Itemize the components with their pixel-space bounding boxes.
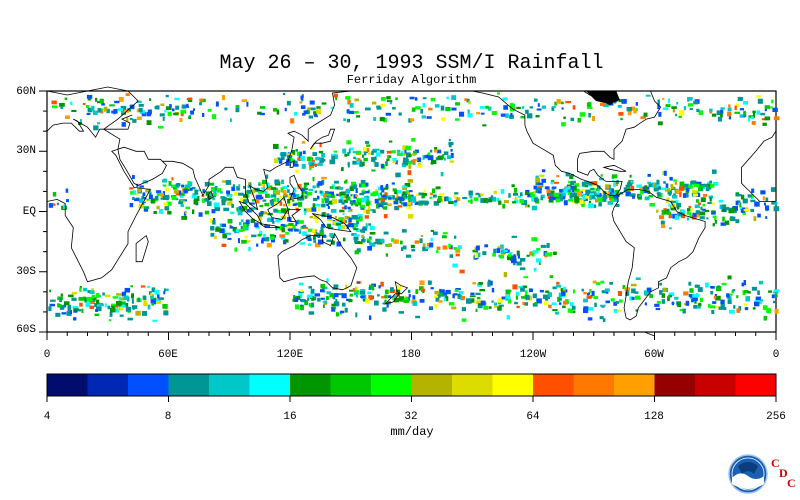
colorbar-swatch [87,374,129,396]
colorbar-tick-label: 8 [164,411,172,423]
axis-ticks [39,90,777,340]
lon-label-0: 0 [43,349,51,361]
coastline [611,189,706,321]
coastline [46,114,133,138]
colorbar-swatch [492,374,534,396]
lon-label-60e: 60E [158,349,178,361]
coastline [117,146,167,186]
coastline [602,164,627,172]
colorbar-swatch [128,374,169,396]
lon-label-120e: 120E [276,349,304,361]
coastline [277,232,358,291]
coastline [287,209,302,222]
colorbar-swatch [47,374,88,396]
coastline [135,234,149,263]
colorbar-swatch [249,374,291,396]
coastline [741,130,777,202]
lat-label-60s: 60S [16,324,36,336]
noaa-logo [728,454,768,494]
chart-subtitle: Ferriday Algorithm [346,73,477,87]
coastline [289,174,303,200]
colorbar-swatch [371,374,412,396]
coastline [383,293,401,305]
coastline [259,223,281,228]
cdc-letter-d: D [779,466,788,480]
colorbar-swatch [735,374,777,396]
colorbar-swatch [533,374,574,396]
lat-label-30s: 30S [16,266,36,278]
coastline [583,90,619,106]
colorbar-tick-label: 4 [43,411,51,423]
coastlines [46,86,777,337]
colorbar-tick-label: 256 [766,411,786,423]
coastline [208,190,214,201]
missing-data-region [586,91,620,104]
colorbar-swatch [695,374,736,396]
colorbar-swatch [573,374,615,396]
coastline [312,213,352,233]
chart-title: May 26 – 30, 1993 SSM/I Rainfall [219,52,604,75]
coastline [394,280,409,295]
colorbar-tick-label: 128 [644,411,664,423]
coastline [309,128,336,150]
colorbar-swatch [614,374,655,396]
cdc-letter-c2: C [787,476,796,490]
colorbar-units: mm/day [390,425,434,439]
colorbar [46,373,777,402]
lat-label-60n: 60N [16,86,36,98]
colorbar-swatch [654,374,696,396]
coastline [162,90,351,211]
coastline [289,160,295,168]
lon-label-180: 180 [401,349,421,361]
coastline [644,331,655,337]
colorbar-tick-label: 64 [526,411,540,423]
colorbar-swatch [290,374,331,396]
coastline [46,86,151,283]
lon-label-60w: 60W [644,349,664,361]
lat-label-eq: EQ [22,206,36,218]
lon-label-0-east: 0 [772,349,780,361]
colorbar-swatch [411,374,453,396]
colorbar-swatch [168,374,210,396]
colorbar-swatch [330,374,372,396]
coastline [452,90,662,196]
colorbar-swatch [452,374,493,396]
colorbar-tick-label: 16 [283,411,297,423]
colorbar-tick-label: 32 [404,411,418,423]
colorbar-swatch [209,374,250,396]
cdc-letter-c: C [771,456,780,470]
lat-label-30n: 30N [16,145,36,157]
lon-label-120w: 120W [519,349,547,361]
